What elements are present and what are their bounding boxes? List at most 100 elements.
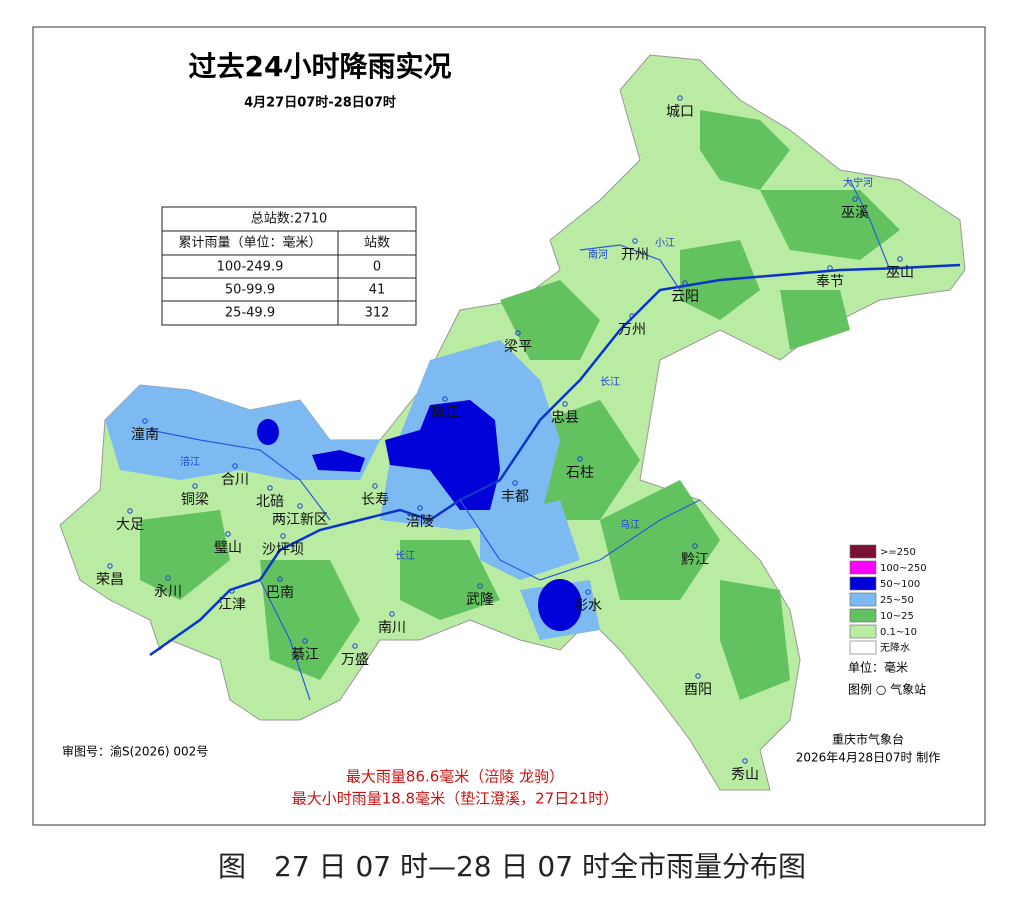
place-label: 南川 (378, 620, 406, 636)
station-dot (585, 589, 591, 595)
station-dot (192, 483, 198, 489)
place-label: 万州 (618, 322, 646, 338)
station-dot (277, 576, 283, 582)
legend-label: 25~50 (880, 595, 914, 606)
station-dot (142, 418, 148, 424)
table-cell: 0 (373, 260, 381, 275)
table-header: 累计雨量（单位：毫米） (178, 235, 321, 251)
legend-swatch (849, 576, 877, 591)
legend-swatch (849, 608, 877, 623)
table-rows: 100-249.9 0 50-99.9 41 25-49.9 312 (217, 260, 390, 321)
place-label: 云阳 (671, 289, 699, 305)
place-label: 奉节 (816, 274, 844, 290)
place-label: 城口 (666, 104, 694, 120)
river-label: 小江 (655, 237, 675, 249)
station-dot (229, 588, 235, 594)
station-dot (562, 401, 568, 407)
legend-swatch (849, 592, 877, 607)
place-label: 北碚 (256, 494, 284, 510)
table-total: 总站数:2710 (251, 212, 327, 227)
place-label: 永川 (154, 584, 182, 600)
legend-label: 10~25 (880, 611, 914, 622)
station-dot (165, 575, 171, 581)
station-dot (677, 95, 683, 101)
station-dot (352, 643, 358, 649)
legend-station: 图例 ○ 气象站 (848, 682, 926, 697)
place-label: 黔江 (681, 552, 709, 568)
place-label: 酉阳 (684, 682, 712, 698)
station-dot (280, 533, 286, 539)
rain-50-100 (257, 400, 582, 631)
station-dot (632, 238, 638, 244)
place-label: 巴南 (266, 585, 294, 601)
station-dot (512, 480, 518, 486)
station-dot (742, 758, 748, 764)
place-label: 涪陵 (406, 514, 434, 530)
station-dot (225, 531, 231, 537)
stats-table (161, 206, 417, 326)
legend-swatch (849, 560, 877, 575)
title: 过去24小时降雨实况 (189, 50, 452, 83)
table-header: 站数 (364, 236, 390, 251)
place-label: 沙坪坝 (262, 542, 304, 558)
place-label: 铜梁 (181, 492, 209, 508)
issuer: 重庆市气象台 (832, 732, 904, 747)
approval-number: 审图号：渝S(2026) 002号 (62, 744, 208, 759)
place-label: 长寿 (361, 491, 389, 508)
station-dot (827, 265, 833, 271)
river-label: 涪江 (180, 455, 200, 468)
legend-swatch (849, 544, 877, 559)
map (59, 54, 966, 791)
place-label: 大足 (116, 517, 144, 533)
station-dot (297, 503, 303, 509)
station-dot (897, 256, 903, 262)
max-rain: 最大雨量86.6毫米（涪陵 龙驹） (346, 768, 564, 786)
legend-swatch (849, 624, 877, 639)
legend: >=250 100~250 50~100 25~50 10~25 0.1~10 无降水 (849, 544, 927, 655)
legend-label: 50~100 (880, 579, 920, 590)
station-dot (127, 508, 133, 514)
station-dot (695, 673, 701, 679)
place-label: 万盛 (341, 652, 369, 668)
station-dot (267, 485, 273, 491)
table-cell: 50-99.9 (225, 283, 275, 298)
station-dot (577, 456, 583, 462)
place-label: 彭水 (574, 598, 602, 614)
subtitle: 4月27日07时-28日07时 (244, 95, 396, 111)
station-dot (232, 463, 238, 469)
legend-label: 0.1~10 (880, 627, 917, 638)
place-label: 梁平 (504, 339, 532, 355)
river-label: 南河 (588, 248, 608, 261)
station-dot (442, 396, 448, 402)
max-hourly-rain: 最大小时雨量18.8毫米（垫江澄溪，27日21时） (292, 790, 619, 808)
caption: 图 27 日 07 时—28 日 07 时全市雨量分布图 (218, 850, 806, 883)
place-label: 潼南 (131, 426, 159, 443)
station-dot (629, 313, 635, 319)
place-label: 开州 (621, 247, 649, 263)
legend-label: 无降水 (880, 641, 910, 654)
place-label: 忠县 (551, 410, 579, 426)
place-label: 巫溪 (841, 205, 869, 221)
place-label: 丰都 (501, 489, 529, 505)
place-label: 垫江 (431, 405, 459, 421)
table-cell: 312 (365, 306, 390, 321)
station-dot (107, 563, 113, 569)
station-dot (477, 583, 483, 589)
legend-swatch (849, 640, 877, 655)
table-cell: 41 (369, 283, 386, 298)
station-dot (852, 196, 858, 202)
legend-label: >=250 (880, 547, 916, 558)
yangtze (149, 263, 961, 657)
place-label: 合川 (221, 472, 249, 488)
legend-unit: 单位：毫米 (848, 660, 908, 675)
place-label: 綦江 (291, 647, 319, 663)
place-label: 秀山 (731, 767, 759, 783)
place-label: 荣昌 (96, 572, 124, 588)
place-label: 璧山 (214, 539, 242, 556)
tributaries (149, 179, 891, 701)
station-dot (515, 330, 521, 336)
river-label: 长江 (395, 550, 415, 562)
